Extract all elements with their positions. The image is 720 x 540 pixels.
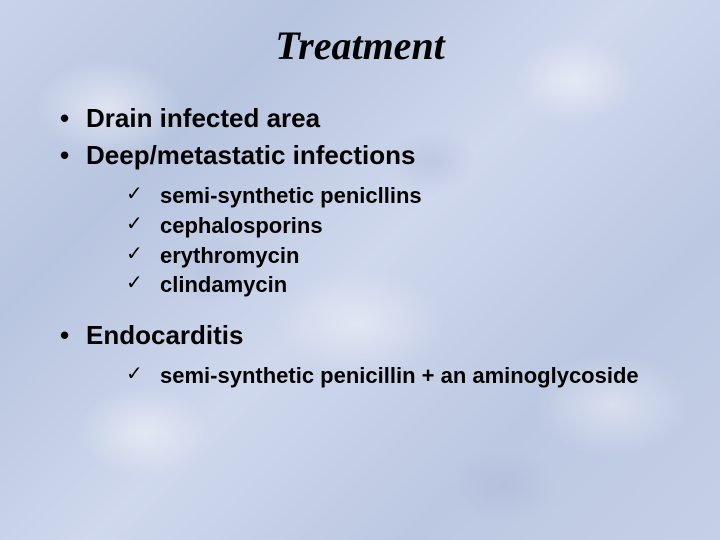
sublist-deep: semi-synthetic penicllins cephalosporins… [126,181,670,300]
slide-container: Treatment Drain infected area Deep/metas… [0,0,720,540]
sub-text: erythromycin [160,243,299,268]
sub-penicillin-aminoglycoside: semi-synthetic penicillin + an aminoglyc… [126,361,670,391]
bullet-text: Drain infected area [86,103,320,133]
slide-title: Treatment [50,22,670,69]
sub-text: semi-synthetic penicillin + an aminoglyc… [160,363,639,388]
bullet-text: Endocarditis [86,320,243,350]
sub-text: semi-synthetic penicllins [160,183,422,208]
bullet-text: Deep/metastatic infections [86,140,415,170]
sub-erythromycin: erythromycin [126,241,670,271]
bullet-endocarditis: Endocarditis semi-synthetic penicillin +… [58,318,670,391]
sub-text: cephalosporins [160,213,323,238]
sub-text: clindamycin [160,272,287,297]
sublist-endocarditis: semi-synthetic penicillin + an aminoglyc… [126,361,670,391]
sub-clindamycin: clindamycin [126,270,670,300]
bullet-list-level1: Drain infected area Deep/metastatic infe… [58,101,670,391]
sub-cephalosporins: cephalosporins [126,211,670,241]
sub-semisynthetic-penicillins: semi-synthetic penicllins [126,181,670,211]
bullet-drain: Drain infected area [58,101,670,136]
bullet-deep-infections: Deep/metastatic infections semi-syntheti… [58,138,670,300]
